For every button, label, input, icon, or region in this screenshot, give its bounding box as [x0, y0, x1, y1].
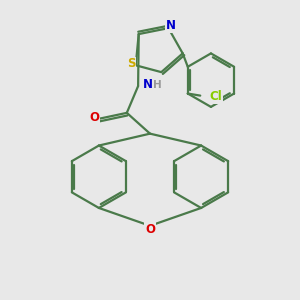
- Text: O: O: [145, 223, 155, 236]
- Text: O: O: [89, 111, 99, 124]
- Text: N: N: [166, 19, 176, 32]
- Text: H: H: [153, 80, 162, 90]
- Text: S: S: [127, 57, 136, 70]
- Text: Cl: Cl: [209, 90, 222, 103]
- Text: N: N: [142, 78, 153, 91]
